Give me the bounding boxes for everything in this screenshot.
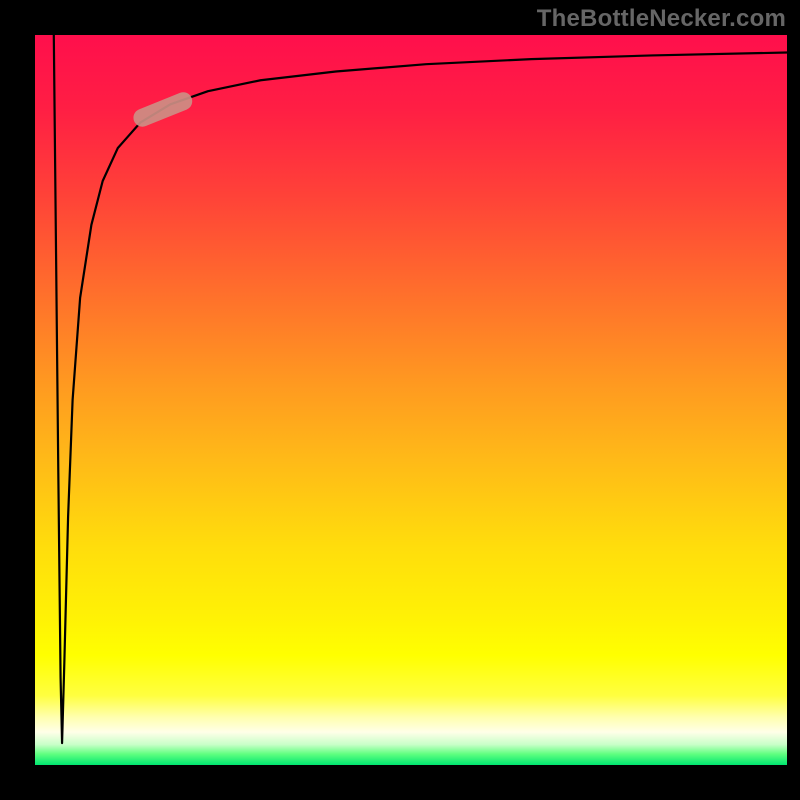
plot-area xyxy=(35,35,787,765)
plot-svg xyxy=(35,35,787,765)
plot-background xyxy=(35,35,787,765)
watermark-text: TheBottleNecker.com xyxy=(537,5,786,33)
